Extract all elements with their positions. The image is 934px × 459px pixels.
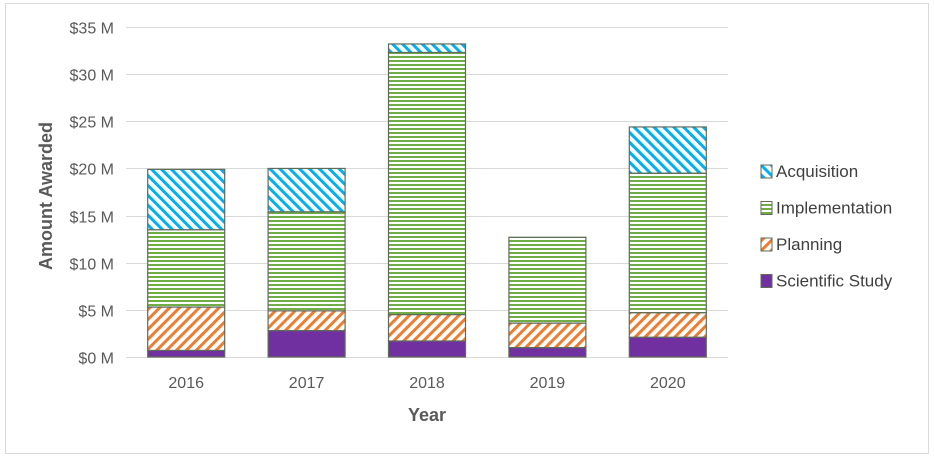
y-tick-label: $35 M xyxy=(70,21,114,38)
x-tick-label: 2017 xyxy=(289,375,325,392)
legend-swatch-planning xyxy=(760,237,773,252)
x-axis-title: Year xyxy=(408,405,446,425)
legend-label-implementation: Implementation xyxy=(776,199,892,218)
y-tick-label: $5 M xyxy=(78,304,114,321)
bar-scientific-study-2018 xyxy=(387,340,467,358)
x-axis-tick-labels: 2016 2017 2018 2019 2020 xyxy=(168,375,685,392)
bar-scientific-study-2016 xyxy=(147,349,226,358)
x-tick-label: 2019 xyxy=(530,375,566,392)
bar-implementation-2016 xyxy=(147,229,226,308)
bar-scientific-study-2020 xyxy=(628,336,707,358)
y-tick-label: $15 M xyxy=(70,210,114,227)
y-axis-title: Amount Awarded xyxy=(36,122,56,270)
bar-scientific-study-2017 xyxy=(267,330,346,358)
legend-swatch-implementation xyxy=(760,201,773,215)
y-tick-label: $25 M xyxy=(70,115,114,132)
x-tick-label: 2016 xyxy=(168,375,204,392)
legend-swatch-scientific-study xyxy=(760,274,773,288)
y-tick-label: $0 M xyxy=(78,351,114,368)
legend-label-acquisition: Acquisition xyxy=(776,162,858,181)
x-tick-label: 2018 xyxy=(409,375,445,392)
legend: Acquisition Implementation Planning Scienti… xyxy=(760,162,893,291)
bar-acquisition-2020 xyxy=(628,126,707,174)
bar-planning-2020 xyxy=(628,312,707,338)
y-tick-label: $20 M xyxy=(70,162,114,179)
bar-implementation-2017 xyxy=(267,211,346,312)
y-tick-label: $10 M xyxy=(70,257,114,274)
bar-acquisition-2017 xyxy=(267,167,346,213)
y-axis-tick-labels: $0 M $5 M $10 M $15 M $20 M $25 M $30 M $35 M xyxy=(70,21,114,368)
y-tick-label: $30 M xyxy=(70,68,114,85)
bar-acquisition-2018 xyxy=(387,43,467,54)
bar-planning-2016 xyxy=(147,306,226,351)
bar-planning-2018 xyxy=(387,313,467,342)
bars xyxy=(147,43,707,358)
bar-implementation-2019 xyxy=(508,236,587,324)
legend-label-planning: Planning xyxy=(776,235,842,254)
bar-implementation-2018 xyxy=(387,51,467,316)
bar-implementation-2020 xyxy=(628,172,707,314)
bar-planning-2019 xyxy=(508,322,587,349)
x-tick-label: 2020 xyxy=(650,375,686,392)
bar-scientific-study-2019 xyxy=(508,346,587,358)
bar-planning-2017 xyxy=(267,310,346,332)
legend-swatch-acquisition xyxy=(760,164,773,179)
legend-label-scientific-study: Scientific Study xyxy=(776,272,893,291)
bar-acquisition-2016 xyxy=(147,168,226,231)
